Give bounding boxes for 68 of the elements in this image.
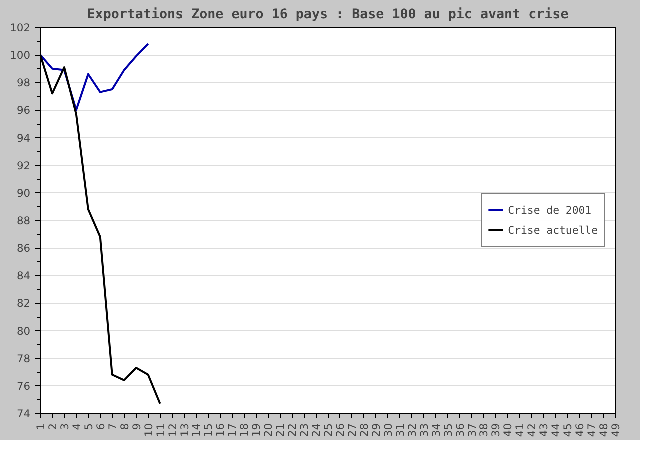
y-tick-label: 92 bbox=[16, 159, 31, 172]
x-tick-label: 6 bbox=[94, 423, 108, 430]
x-tick-label: 46 bbox=[574, 423, 587, 438]
x-tick-label: 14 bbox=[190, 423, 204, 438]
y-tick-label: 74 bbox=[16, 408, 31, 420]
x-tick-label: 20 bbox=[262, 423, 276, 438]
x-tick-label: 11 bbox=[154, 423, 168, 438]
y-tick-label: 76 bbox=[16, 380, 31, 393]
x-tick-label: 17 bbox=[226, 423, 240, 438]
x-tick-label: 9 bbox=[130, 423, 144, 430]
y-tick-label: 100 bbox=[10, 49, 31, 62]
x-tick-label: 36 bbox=[454, 423, 467, 438]
x-tick-label: 25 bbox=[322, 423, 335, 438]
x-tick-label: 34 bbox=[430, 423, 443, 438]
x-tick-label: 1 bbox=[34, 424, 48, 430]
x-tick-label: 8 bbox=[118, 423, 132, 430]
y-tick-label: 78 bbox=[16, 352, 31, 366]
line-series bbox=[40, 43, 150, 112]
x-tick-label: 5 bbox=[82, 424, 96, 430]
x-tick-label: 19 bbox=[250, 423, 264, 438]
x-tick-label: 37 bbox=[466, 423, 479, 438]
x-tick-label: 27 bbox=[346, 423, 359, 438]
x-tick-label: 21 bbox=[274, 423, 288, 438]
y-tick-label: 94 bbox=[16, 132, 31, 145]
x-tick-label: 48 bbox=[598, 423, 611, 438]
chart-title: Exportations Zone euro 16 pays : Base 100 au pic avant crise bbox=[87, 8, 569, 22]
y-tick-label: 90 bbox=[16, 186, 31, 200]
x-tick-label: 31 bbox=[394, 423, 407, 438]
x-tick-label: 2 bbox=[46, 424, 60, 430]
x-tick-label: 23 bbox=[298, 423, 312, 438]
x-tick-label: 41 bbox=[514, 423, 527, 438]
x-tick-label: 4 bbox=[70, 423, 84, 430]
y-tick-label: 84 bbox=[16, 270, 31, 283]
x-tick-label: 30 bbox=[382, 423, 395, 438]
x-tick-label: 7 bbox=[106, 424, 120, 430]
x-tick-label: 29 bbox=[370, 423, 383, 438]
x-tick-label: 39 bbox=[490, 423, 503, 438]
x-tick-label: 3 bbox=[58, 424, 72, 430]
x-tick-label: 22 bbox=[286, 423, 300, 438]
x-tick-label: 12 bbox=[166, 423, 180, 438]
y-tick-label: 98 bbox=[16, 76, 31, 90]
legend-label: Crise de 2001 bbox=[508, 204, 592, 216]
y-tick-label: 80 bbox=[16, 324, 31, 338]
x-tick-label: 26 bbox=[334, 423, 347, 438]
x-tick-label: 16 bbox=[214, 423, 228, 438]
x-tick-label: 28 bbox=[358, 423, 371, 438]
y-tick-label: 82 bbox=[16, 297, 31, 310]
x-tick-label: 43 bbox=[538, 423, 551, 438]
x-tick-label: 49 bbox=[610, 423, 622, 438]
x-tick-label: 42 bbox=[526, 423, 539, 438]
x-tick-label: 24 bbox=[310, 423, 324, 438]
x-tick-label: 33 bbox=[418, 423, 431, 438]
x-tick-label: 32 bbox=[406, 423, 419, 438]
y-tick-label: 102 bbox=[10, 22, 31, 34]
x-tick-label: 38 bbox=[478, 423, 491, 438]
x-tick-label: 40 bbox=[502, 423, 515, 438]
legend-label: Crise actuelle bbox=[508, 224, 598, 236]
y-tick-label: 88 bbox=[16, 214, 31, 228]
x-tick-label: 47 bbox=[586, 423, 599, 438]
x-tick-label: 15 bbox=[202, 423, 216, 438]
y-tick-label: 96 bbox=[16, 104, 31, 118]
x-tick-label: 13 bbox=[178, 423, 192, 438]
x-tick-label: 45 bbox=[562, 423, 575, 438]
y-tick-label: 86 bbox=[16, 242, 31, 256]
x-tick-label: 18 bbox=[238, 423, 252, 438]
x-tick-label: 44 bbox=[550, 423, 563, 438]
x-tick-label: 10 bbox=[142, 423, 156, 438]
x-tick-label: 35 bbox=[442, 423, 455, 438]
